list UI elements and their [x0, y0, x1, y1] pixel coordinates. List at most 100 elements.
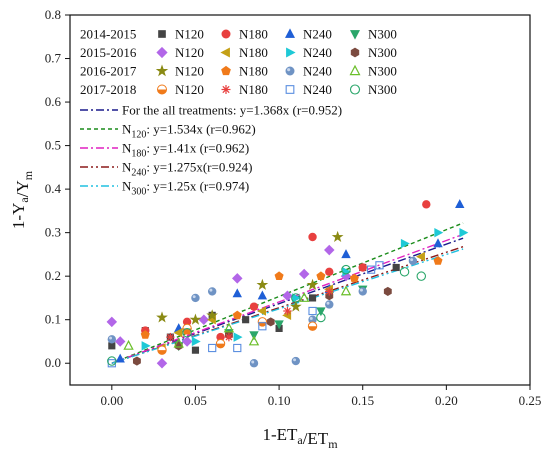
point-2016-2017-N240-highlight [309, 316, 313, 320]
point-2016-2017-N300 [223, 322, 235, 333]
y-tick-label: 0.7 [45, 51, 62, 66]
y-tick-label: 0.6 [45, 94, 62, 109]
point-2016-2017-N120 [156, 311, 168, 323]
point-2016-2017-N240 [358, 287, 367, 296]
x-tick-label: 0.15 [351, 393, 374, 408]
x-tick-label: 0.00 [100, 393, 123, 408]
point-2015-2016-N240 [191, 336, 201, 347]
legend-label-2016-2017-N120: N120 [175, 64, 204, 79]
legend-label-2015-2016-N300: N300 [368, 45, 397, 60]
fit-legend-eq: : y=1.534x (r=0.962) [146, 122, 255, 137]
y-tick-label: 0.8 [45, 7, 61, 22]
point-2014-2015-N180 [325, 267, 334, 277]
point-2017-2018-N180 [224, 332, 234, 342]
point-2016-2017-N120 [306, 278, 319, 290]
point-2016-2017-N180 [140, 330, 150, 339]
y-axis-label-part: a [17, 197, 31, 203]
legend-marker-2017-2018-N240 [285, 85, 295, 94]
x-axis-label-part: /ET [303, 429, 329, 448]
y-tick-label: 0.0 [45, 355, 61, 370]
point-2016-2017-N300 [173, 337, 184, 348]
y-axis-label-part: 1-Y [9, 203, 28, 229]
legend-year-2017-2018: 2017-2018 [80, 82, 136, 97]
legend-label-2017-2018-N240: N240 [303, 82, 332, 97]
point-2016-2017-N240-highlight [293, 358, 297, 362]
point-2017-2018-N240 [366, 265, 376, 274]
point-2014-2015-N240 [115, 353, 125, 363]
point-2017-2018-N120-fill [157, 350, 167, 355]
point-2015-2016-N120 [324, 244, 335, 256]
point-2015-2016-N240 [292, 293, 302, 303]
point-2014-2015-N120 [308, 294, 317, 302]
legend-label-2015-2016-N120: N120 [175, 45, 204, 60]
legend-marker-2017-2018-N180 [221, 85, 231, 94]
legend-label-2015-2016-N240: N240 [303, 45, 332, 60]
legend-year-2015-2016: 2015-2016 [80, 45, 137, 60]
fit-legend-sub: 180 [131, 149, 146, 160]
legend-marker-2014-2015-N180 [221, 29, 231, 39]
point-2014-2015-N180 [216, 332, 225, 342]
legend-marker-2016-2017-N300 [349, 64, 361, 76]
point-2017-2018-N180 [283, 306, 292, 316]
legend-year-2014-2015: 2014-2015 [80, 27, 136, 42]
fit-legend-n: N [122, 141, 132, 156]
point-2016-2017-N240 [325, 300, 334, 309]
point-2014-2015-N240 [257, 290, 268, 300]
point-2015-2016-N120 [282, 290, 293, 302]
point-2017-2018-N300 [399, 267, 410, 277]
point-2014-2015-N120 [191, 346, 200, 354]
point-2017-2018-N120-fill [216, 343, 225, 348]
point-2016-2017-N120 [256, 278, 269, 290]
point-2014-2015-N120 [108, 342, 116, 350]
legend-marker-2017-2018-N180-stroke [222, 85, 230, 94]
point-2015-2016-N120 [298, 268, 310, 280]
point-2016-2017-N240-highlight [109, 336, 113, 340]
legend-marker-2016-2017-N240 [285, 66, 295, 76]
y-axis-label: 1-Ya/Ym [9, 170, 35, 229]
point-2017-2018-N180-stroke [325, 288, 333, 295]
fit-legend-eq: : y=1.275x(r=0.924) [146, 160, 252, 175]
fit-legend-eq: : y=1.41x (r=0.962) [146, 141, 249, 156]
legend-marker-2017-2018-N300 [349, 84, 361, 95]
axes: 0.00 0.05 0.10 0.15 0.20 0.25 0.0 0.1 0.2 0.3 0.4 0… [45, 7, 542, 408]
point-2017-2018-N180 [325, 287, 334, 296]
legend-label-2017-2018-N300: N300 [368, 82, 397, 97]
fit-legend-n: N [122, 179, 132, 194]
x-axis-label-part: m [328, 437, 338, 451]
point-2016-2017-N180 [349, 273, 359, 283]
point-2016-2017-N240 [408, 256, 418, 266]
point-2016-2017-N300 [123, 339, 134, 350]
x-tick-label: 0.05 [184, 393, 207, 408]
point-2014-2015-N300 [274, 320, 284, 330]
point-2017-2018-N180-stroke [225, 333, 233, 341]
point-2016-2017-N180 [232, 310, 242, 320]
point-2014-2015-N180 [249, 302, 259, 311]
point-2014-2015-N180 [182, 317, 192, 327]
data-points [106, 199, 469, 369]
point-2017-2018-N240 [208, 343, 217, 353]
point-2015-2016-N120 [232, 273, 243, 284]
point-2017-2018-N300 [107, 356, 117, 366]
point-2014-2015-N240 [455, 199, 465, 209]
point-2015-2016-N180 [416, 251, 425, 262]
point-2014-2015-N240 [433, 238, 443, 248]
fit-legend-eq: : y=1.25x (r=0.974) [146, 179, 249, 194]
y-tick-label: 0.2 [45, 268, 61, 283]
point-2016-2017-N240 [107, 335, 117, 344]
legend-marker-2014-2015-N240 [285, 28, 295, 38]
fit-legend-sub: 120 [131, 130, 146, 141]
point-2015-2016-N180 [257, 306, 267, 316]
fit-line-N300 [111, 248, 464, 364]
point-2016-2017-N240-highlight [192, 295, 196, 299]
point-2017-2018-N180 [166, 332, 175, 342]
legend-label-2016-2017-N240: N240 [303, 64, 332, 79]
point-2017-2018-N300 [182, 328, 192, 338]
legend-label-2016-2017-N180: N180 [239, 64, 268, 79]
y-axis-label-part: /Y [13, 180, 32, 197]
legend-marker-2015-2016-N300 [350, 47, 360, 58]
point-2015-2016-N180 [173, 328, 183, 338]
legend-marker-2015-2016-N180 [220, 47, 230, 58]
plot-frame [69, 14, 531, 386]
